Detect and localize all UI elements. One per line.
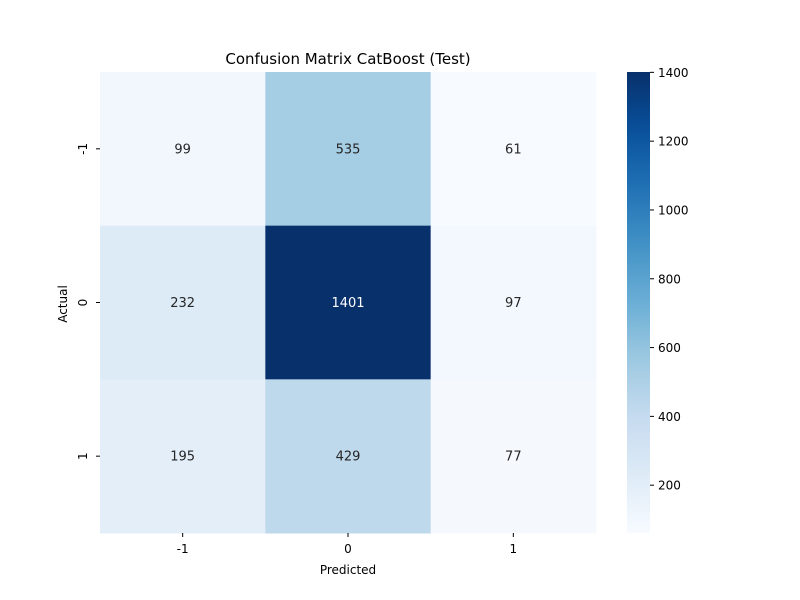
cell-value-label: 195	[170, 450, 195, 465]
heatmap-cell	[430, 379, 597, 534]
x-tick-label: 0	[344, 542, 352, 556]
colorbar-tick-label: 600	[658, 341, 681, 355]
heatmap-value-labels: 99 535 61 232 1401 97 195 429 77	[170, 142, 521, 464]
x-axis-ticks: -1 0 1	[177, 533, 517, 556]
heatmap-cell	[430, 225, 597, 380]
y-axis-ticks: -1 0 1	[76, 143, 100, 460]
cell-value-label: 61	[505, 142, 522, 157]
cell-value-label: 232	[170, 296, 195, 311]
heatmap-cells	[100, 72, 597, 534]
x-tick-label: -1	[177, 542, 189, 556]
colorbar-tick-label: 200	[658, 479, 681, 493]
chart-title: Confusion Matrix CatBoost (Test)	[225, 50, 470, 68]
colorbar-tick-label: 1400	[658, 66, 689, 80]
heatmap-cell	[430, 72, 597, 227]
cell-value-label: 535	[336, 142, 361, 157]
heatmap-cell	[265, 379, 432, 534]
heatmap-cell	[100, 225, 266, 380]
x-axis-label: Predicted	[320, 563, 376, 577]
colorbar-tick-label: 800	[658, 272, 681, 286]
cell-value-label: 77	[505, 450, 522, 465]
colorbar-ticks: 200 400 600 800 1000 1200 1400	[650, 66, 689, 493]
colorbar-tick-label: 1000	[658, 203, 689, 217]
cell-value-label: 429	[336, 450, 361, 465]
heatmap-cell	[265, 225, 432, 380]
colorbar-tick-label: 400	[658, 410, 681, 424]
y-tick-label: 0	[76, 299, 90, 307]
y-tick-label: -1	[76, 143, 90, 155]
cell-value-label: 99	[174, 142, 191, 157]
y-tick-label: 1	[76, 452, 90, 460]
colorbar-tick-label: 1200	[658, 135, 689, 149]
x-tick-label: 1	[510, 542, 518, 556]
y-axis-label: Actual	[56, 285, 70, 323]
cell-value-label: 1401	[331, 296, 364, 311]
heatmap-cell	[100, 379, 266, 534]
colorbar	[627, 72, 650, 533]
heatmap-cell	[265, 72, 432, 227]
cell-value-label: 97	[505, 296, 522, 311]
heatmap-cell	[100, 72, 266, 227]
